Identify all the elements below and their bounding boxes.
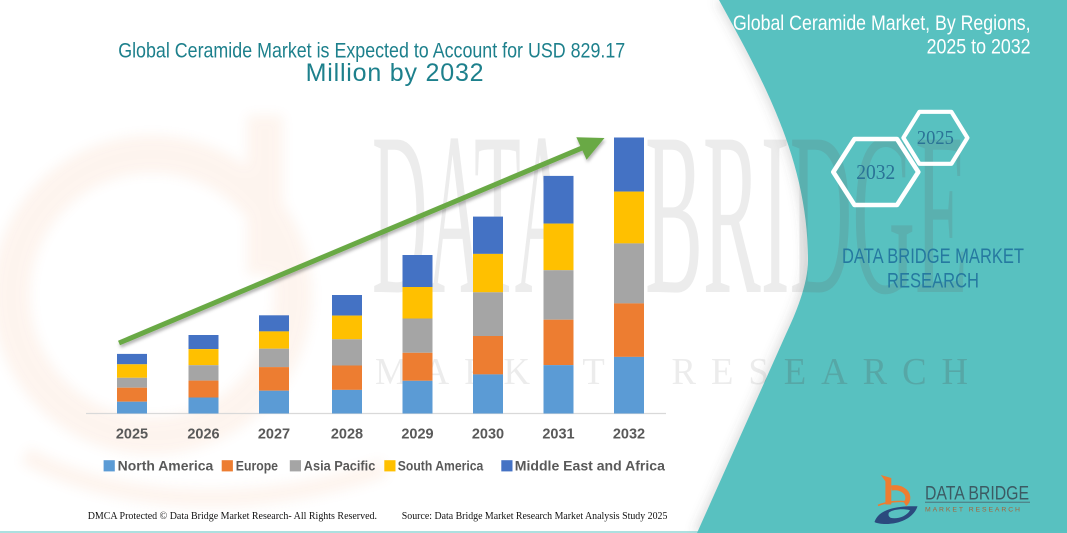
svg-text:DMCA Protected © Data Bridge M: DMCA Protected © Data Bridge Market Rese… <box>88 511 377 522</box>
svg-text:South America: South America <box>398 459 484 474</box>
svg-text:Middle East and Africa: Middle East and Africa <box>515 459 666 474</box>
svg-text:2030: 2030 <box>472 427 504 443</box>
svg-text:Million by 2032: Million by 2032 <box>306 59 485 87</box>
svg-text:2031: 2031 <box>542 427 574 443</box>
svg-text:Asia Pacific: Asia Pacific <box>304 459 376 474</box>
svg-text:Europe: Europe <box>236 459 279 474</box>
svg-text:2025 to 2032: 2025 to 2032 <box>927 35 1031 59</box>
svg-text:2027: 2027 <box>258 427 290 443</box>
svg-text:2032: 2032 <box>856 160 895 184</box>
svg-text:Global Ceramide Market is Expe: Global Ceramide Market is Expected to Ac… <box>118 38 625 62</box>
svg-text:North America: North America <box>118 459 214 474</box>
svg-text:DATA BRIDGE: DATA BRIDGE <box>925 484 1029 505</box>
svg-text:DATA: DATA <box>372 84 570 342</box>
svg-text:Source: Data Bridge Market Res: Source: Data Bridge Market Research Mark… <box>402 511 668 522</box>
svg-text:2029: 2029 <box>401 427 433 443</box>
svg-text:M A R K E T R E S E A R C H: M A R K E T R E S E A R C H <box>925 508 1020 514</box>
svg-text:2025: 2025 <box>116 427 148 443</box>
svg-text:RESEARCH: RESEARCH <box>887 270 979 293</box>
svg-text:2032: 2032 <box>613 427 645 443</box>
svg-text:2025: 2025 <box>917 127 954 149</box>
svg-text:2026: 2026 <box>187 427 219 443</box>
svg-text:BRIDGE: BRIDGE <box>645 84 968 342</box>
svg-text:2028: 2028 <box>331 427 363 443</box>
svg-text:DATA BRIDGE MARKET: DATA BRIDGE MARKET <box>842 245 1024 268</box>
svg-text:Global Ceramide Market, By Reg: Global Ceramide Market, By Regions, <box>733 11 1031 35</box>
